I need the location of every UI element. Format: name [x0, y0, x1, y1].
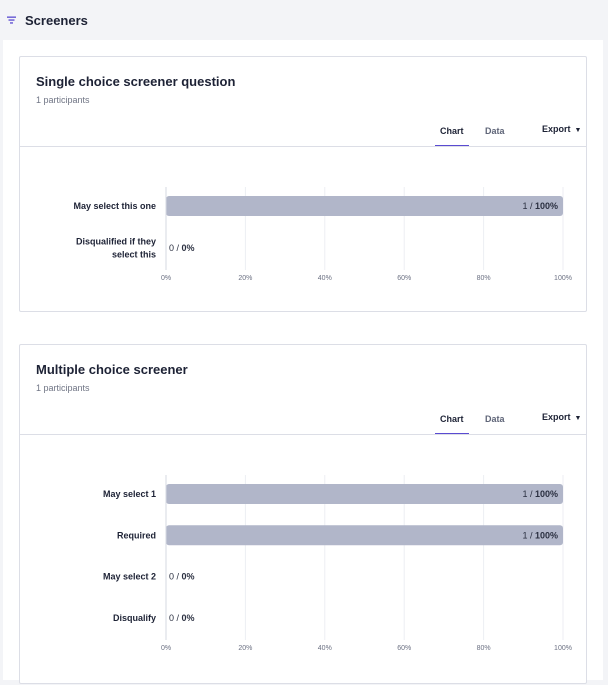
bar — [166, 196, 563, 216]
card-divider — [20, 434, 586, 435]
card-title: Single choice screener question — [36, 74, 236, 89]
category-label: May select 1 — [103, 489, 156, 499]
bar — [166, 484, 563, 504]
category-label: May select this one — [73, 201, 156, 211]
value-label: 0 / 0% — [169, 243, 195, 253]
category-label: select this — [112, 250, 156, 260]
x-tick-label: 80% — [477, 275, 491, 282]
category-label: Disqualified if they — [76, 237, 156, 247]
section-title: Screeners — [25, 12, 88, 28]
export-button[interactable]: Export ▼ — [542, 124, 581, 134]
value-label: 1 / 100% — [522, 489, 558, 499]
card-divider — [20, 146, 586, 147]
bar — [166, 525, 563, 546]
tab-data[interactable]: Data — [485, 126, 505, 136]
export-label: Export — [542, 412, 571, 422]
card-title: Multiple choice screener — [36, 362, 188, 377]
tab-data[interactable]: Data — [485, 414, 505, 424]
active-tab-indicator — [435, 145, 469, 147]
participants-count: 1 participants — [36, 95, 90, 105]
screener-card-multiple-choice: Multiple choice screener 1 participants … — [19, 344, 587, 684]
x-tick-label: 20% — [238, 275, 252, 282]
value-label: 0 / 0% — [169, 613, 195, 623]
x-tick-label: 40% — [318, 645, 332, 652]
x-tick-label: 20% — [238, 645, 252, 652]
bar-chart: 0% 20% 40% 60% 80% 100% May select 1 1 / 100% Re… — [103, 475, 572, 652]
x-tick-label: 80% — [477, 645, 491, 652]
export-button[interactable]: Export ▼ — [542, 412, 581, 422]
caret-down-icon: ▼ — [574, 415, 582, 422]
x-tick-label: 100% — [554, 275, 572, 282]
screener-card-single-choice: Single choice screener question 1 partic… — [19, 56, 587, 312]
filter-icon — [7, 15, 17, 25]
active-tab-indicator — [435, 433, 469, 435]
screeners-panel: Single choice screener question 1 partic… — [3, 40, 603, 684]
tab-chart[interactable]: Chart — [440, 414, 464, 424]
x-tick-label: 0% — [161, 645, 171, 652]
value-label: 1 / 100% — [522, 201, 558, 211]
value-label: 0 / 0% — [169, 572, 195, 582]
category-label: Disqualify — [113, 613, 156, 623]
bar-chart: 0% 20% 40% 60% 80% 100% May select this one 1 /… — [73, 187, 572, 282]
participants-count: 1 participants — [36, 383, 90, 393]
x-tick-label: 60% — [397, 275, 411, 282]
caret-down-icon: ▼ — [574, 127, 582, 134]
tab-chart[interactable]: Chart — [440, 126, 464, 136]
x-tick-label: 0% — [161, 275, 171, 282]
x-tick-label: 60% — [397, 645, 411, 652]
x-tick-label: 100% — [554, 645, 572, 652]
value-label: 1 / 100% — [522, 530, 558, 540]
section-header: Screeners — [0, 0, 608, 40]
export-label: Export — [542, 124, 571, 134]
category-label: Required — [117, 530, 156, 540]
x-tick-label: 40% — [318, 275, 332, 282]
category-label: May select 2 — [103, 572, 156, 582]
